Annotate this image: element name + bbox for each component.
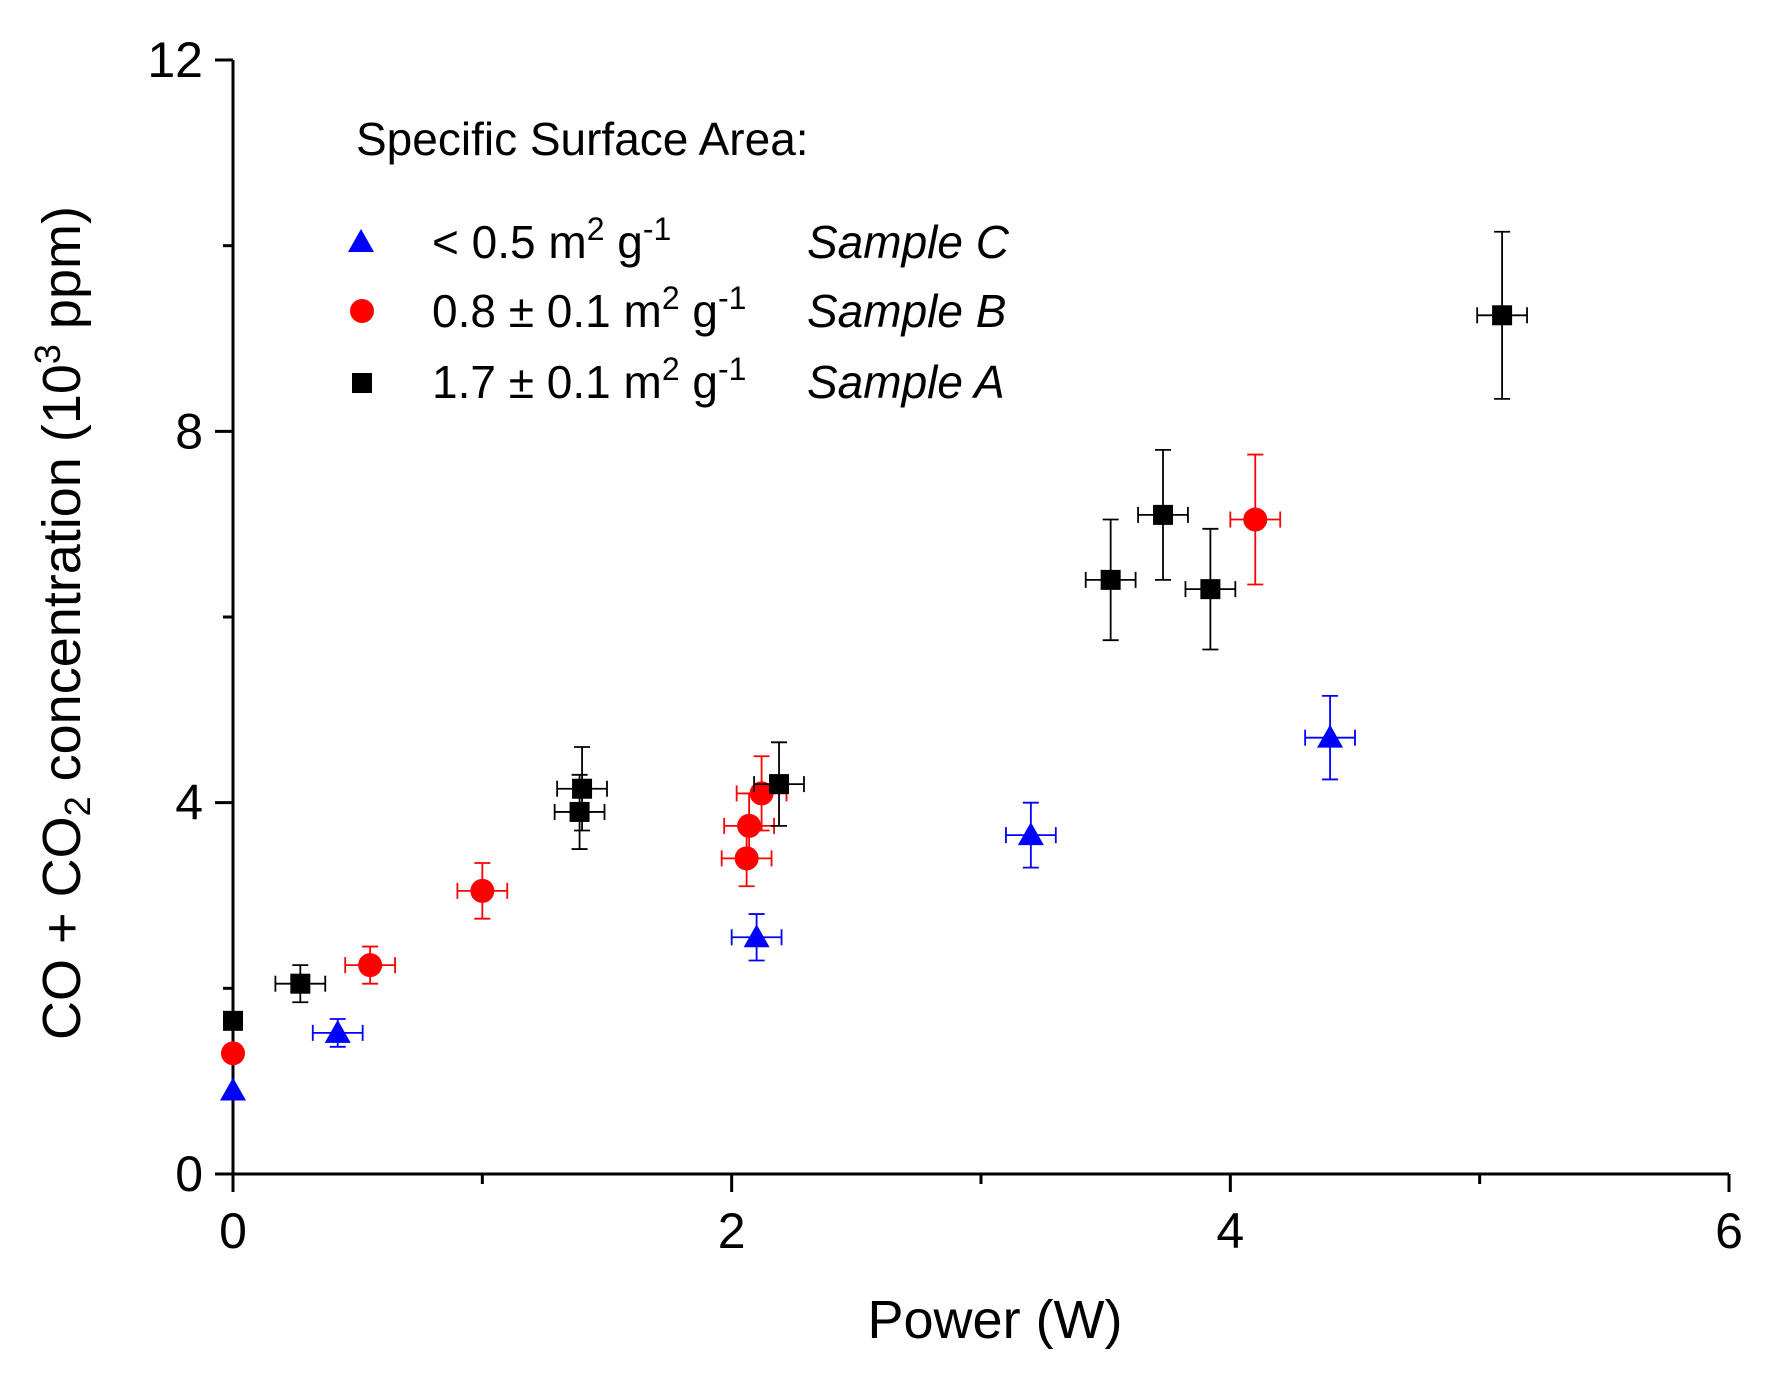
legend-sample-b: Sample B (807, 285, 1006, 337)
x-tick-label: 2 (718, 1203, 746, 1259)
marker-circle (470, 878, 495, 903)
data-point (221, 1041, 245, 1066)
data-point (753, 741, 805, 827)
marker-triangle (743, 924, 770, 948)
marker-square (1100, 569, 1121, 590)
y-axis-title-part-a: CO + CO (32, 816, 92, 1040)
legend-label-sup: 2 (662, 280, 680, 316)
data-point (223, 1010, 243, 1031)
legend-label-sup: -1 (643, 211, 671, 247)
data-point (1184, 527, 1237, 651)
data-point (1476, 230, 1528, 400)
y-axis-title-part-c: ppm) (32, 206, 92, 344)
legend-marker-square (352, 373, 372, 393)
legend-label-mid: g (680, 356, 718, 408)
marker-triangle (1017, 822, 1044, 846)
data-point (1005, 801, 1057, 869)
legend-entry-sample-c: < 0.5 m2 g-1 Sample C (348, 211, 1010, 268)
marker-circle (221, 1041, 245, 1066)
legend: Specific Surface Area: < 0.5 m2 g-1 Samp… (348, 113, 1010, 408)
marker-circle (737, 813, 762, 838)
series-C (220, 695, 1356, 1101)
marker-square (572, 778, 593, 799)
legend-sample-c: Sample C (807, 216, 1010, 268)
data-point (730, 913, 783, 962)
marker-square (1492, 305, 1513, 326)
data-point (1137, 448, 1189, 581)
marker-square (290, 973, 311, 994)
data-point (735, 755, 788, 832)
legend-label-sample-c: < 0.5 m2 g-1 (432, 211, 671, 268)
data-point (456, 862, 509, 920)
legend-label-mid: g (680, 285, 718, 337)
legend-title: Specific Surface Area: (356, 113, 809, 165)
marker-circle (1243, 507, 1268, 532)
y-axis-title-sup: 3 (27, 344, 68, 364)
y-tick-label: 12 (147, 32, 203, 88)
data-point (220, 1077, 246, 1101)
x-tick-label: 0 (219, 1203, 247, 1259)
y-tick-label: 0 (175, 1146, 203, 1202)
legend-label-sample-b: 0.8 ± 0.1 m2 g-1 (432, 280, 746, 337)
data-point (556, 746, 608, 832)
y-axis-title-sub: 2 (57, 796, 98, 816)
series-B (221, 453, 1282, 1066)
legend-label-sup: 2 (662, 351, 680, 387)
y-axis-title-part-b: concentration (10 (32, 364, 92, 796)
marker-square (1153, 504, 1174, 525)
marker-triangle (220, 1077, 246, 1101)
y-axis-title: CO + CO2 concentration (103 ppm) (27, 206, 98, 1040)
x-tick-label: 4 (1216, 1203, 1244, 1259)
legend-label-mid: g (605, 216, 643, 268)
marker-circle (358, 953, 383, 978)
legend-entry-sample-b: 0.8 ± 0.1 m2 g-1 Sample B (350, 280, 1006, 337)
legend-label-pre: 1.7 ± 0.1 m (432, 356, 662, 408)
marker-square (1200, 579, 1221, 600)
data-point (1229, 453, 1282, 586)
x-axis-title: Power (W) (868, 1290, 1123, 1350)
y-tick-label: 4 (175, 775, 203, 831)
marker-square (569, 801, 590, 822)
ticks: 0 2 4 6 0 4 8 12 (147, 32, 1743, 1259)
legend-sample-a: Sample A (807, 356, 1005, 408)
legend-label-sup: 2 (587, 211, 605, 247)
data-point (553, 773, 606, 850)
legend-label-pre: < 0.5 m (432, 216, 587, 268)
data-point (274, 964, 327, 1004)
legend-entry-sample-a: 1.7 ± 0.1 m2 g-1 Sample A (352, 351, 1005, 408)
x-tick-label: 6 (1715, 1203, 1743, 1259)
data-point (344, 945, 396, 985)
marker-square (223, 1010, 243, 1031)
marker-circle (749, 781, 774, 806)
y-tick-label: 8 (175, 403, 203, 459)
data-point (311, 1018, 364, 1048)
marker-triangle (324, 1019, 351, 1043)
legend-label-pre: 0.8 ± 0.1 m (432, 285, 662, 337)
legend-marker-circle (350, 299, 374, 323)
marker-triangle (1317, 724, 1344, 748)
series-layer (220, 230, 1528, 1101)
legend-label-sup: -1 (718, 351, 746, 387)
legend-marker-triangle (348, 229, 374, 252)
data-point (1304, 695, 1356, 781)
legend-label-sample-a: 1.7 ± 0.1 m2 g-1 (432, 351, 746, 408)
marker-square (769, 774, 790, 795)
data-point (1084, 518, 1137, 642)
series-A (223, 230, 1528, 1031)
legend-label-sup: -1 (718, 280, 746, 316)
